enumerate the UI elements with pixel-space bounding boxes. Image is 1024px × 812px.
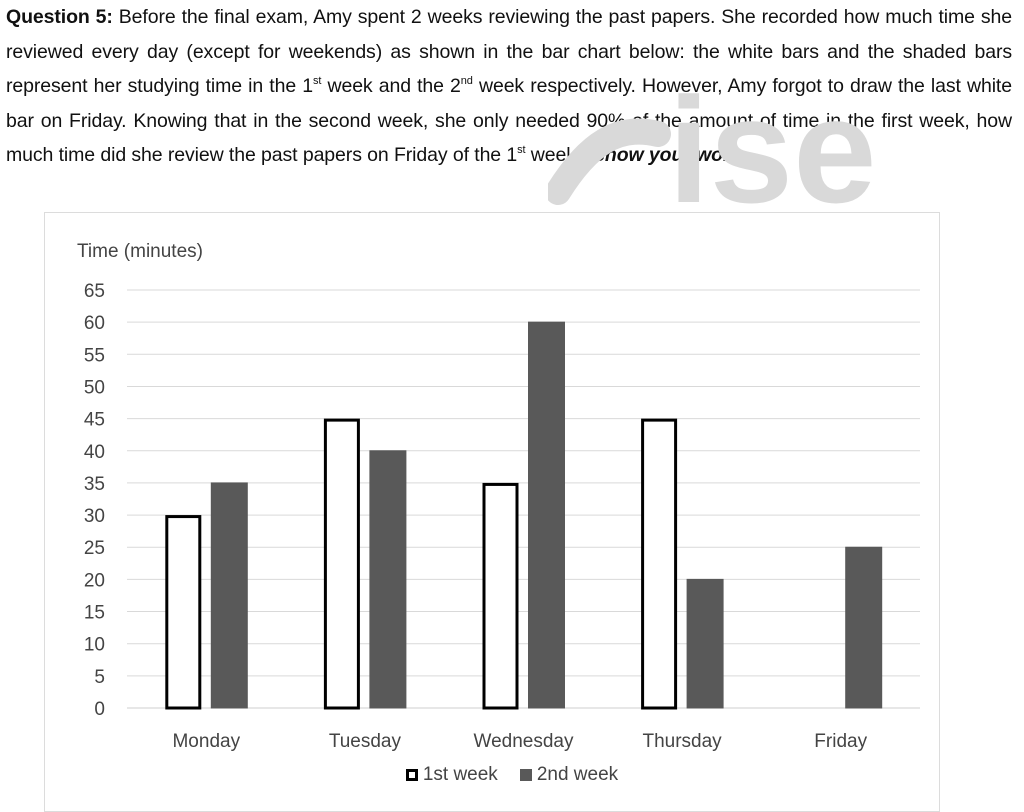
bar-wednesday-series-2 bbox=[528, 321, 565, 709]
legend-label-week-2: 2nd week bbox=[536, 764, 619, 785]
x-tick-label-tuesday: Tuesday bbox=[329, 731, 402, 752]
question-label: Question 5: bbox=[6, 6, 113, 28]
bar-thursday-series-1 bbox=[641, 418, 678, 710]
x-tick-label-thursday: Thursday bbox=[642, 731, 722, 752]
question-body-part-1: Before the final exam, Amy spent 2 weeks… bbox=[6, 6, 1012, 98]
x-tick-label-friday: Friday bbox=[814, 731, 867, 752]
y-axis-title: Time (minutes) bbox=[77, 241, 203, 262]
y-tick-label-40: 40 bbox=[84, 442, 105, 463]
question-body-part-2: week and the 2 bbox=[321, 75, 461, 98]
ordinal-suffix-2: nd bbox=[460, 75, 473, 88]
y-tick-label-0: 0 bbox=[94, 699, 105, 720]
bar-monday-series-1 bbox=[165, 515, 202, 710]
bar-tuesday-series-1 bbox=[323, 418, 360, 710]
x-tick-label-monday: Monday bbox=[172, 731, 240, 752]
x-tick-labels: Monday Tuesday Wednesday Thursday Friday bbox=[172, 731, 867, 752]
y-tick-label-35: 35 bbox=[84, 474, 105, 495]
y-tick-label-5: 5 bbox=[94, 667, 105, 688]
legend-item-week-2: 2nd week bbox=[519, 764, 619, 786]
legend-label-week-1: 1st week bbox=[422, 764, 498, 785]
y-tick-label-15: 15 bbox=[84, 603, 105, 624]
ordinal-suffix-1: st bbox=[312, 75, 322, 88]
bar-wednesday-series-1 bbox=[482, 482, 519, 710]
bar-friday-series-2 bbox=[845, 546, 883, 709]
y-tick-label-45: 45 bbox=[84, 410, 105, 431]
legend-item-week-1: 1st week bbox=[405, 764, 498, 786]
y-tick-label-25: 25 bbox=[84, 538, 105, 559]
y-tick-label-20: 20 bbox=[84, 570, 105, 591]
y-tick-label-60: 60 bbox=[84, 313, 105, 334]
chart-legend: 1st week 2nd week bbox=[0, 764, 1024, 786]
y-tick-labels: 0 5 10 15 20 25 30 35 40 45 50 55 60 65 bbox=[84, 281, 105, 720]
y-tick-label-65: 65 bbox=[84, 281, 105, 302]
bar-thursday-series-2 bbox=[686, 578, 724, 709]
bar-tuesday-series-2 bbox=[369, 450, 407, 709]
legend-swatch-week-2 bbox=[519, 769, 532, 781]
bars bbox=[165, 321, 883, 710]
y-tick-label-30: 30 bbox=[84, 506, 105, 527]
question-body-part-3: week respectively. However, Amy forgot t… bbox=[6, 75, 1012, 167]
y-tick-label-10: 10 bbox=[84, 635, 105, 656]
y-tick-label-50: 50 bbox=[84, 377, 105, 398]
ordinal-suffix-3: st bbox=[517, 144, 526, 157]
y-tick-label-55: 55 bbox=[84, 345, 105, 366]
legend-swatch-week-1 bbox=[405, 769, 418, 781]
question-text: Question 5: Before the final exam, Amy s… bbox=[6, 0, 1012, 173]
x-tick-label-wednesday: Wednesday bbox=[474, 731, 574, 752]
gridlines bbox=[127, 289, 920, 709]
bar-monday-series-2 bbox=[210, 482, 248, 709]
